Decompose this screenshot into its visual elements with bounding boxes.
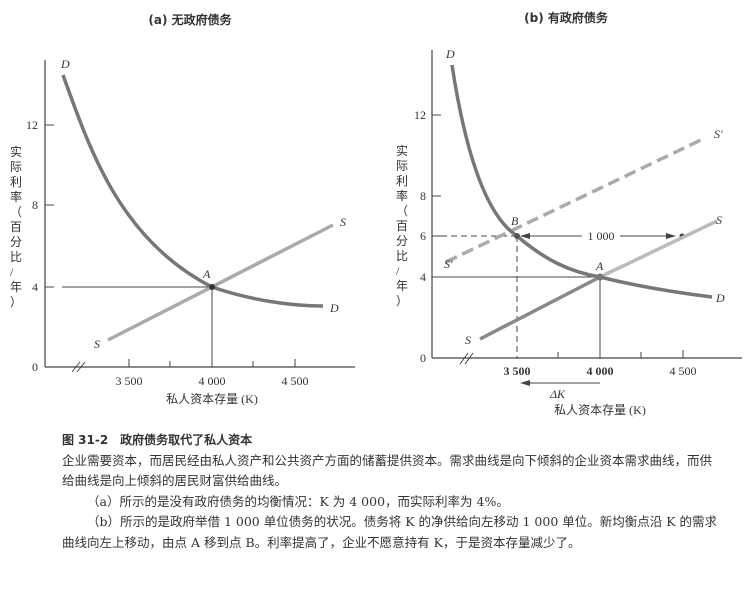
supply-curve-s <box>107 223 334 342</box>
x-tick-4500: 4 500 <box>282 374 309 388</box>
svg-text:年: 年 <box>396 279 408 293</box>
svg-text:际: 际 <box>396 159 408 173</box>
y-tick-4: 4 <box>420 270 426 284</box>
label-d-end: D <box>329 301 339 315</box>
panel-b-chart: (b) 有政府债务 12 8 6 4 0 3 500 4 000 4 500 Δ… <box>396 10 742 417</box>
svg-text:分: 分 <box>10 235 22 249</box>
y-tick-0: 0 <box>32 360 38 374</box>
svg-text:利: 利 <box>396 174 408 188</box>
panel-a-title: (a) 无政府债务 <box>148 12 232 27</box>
y-tick-4: 4 <box>32 280 38 294</box>
y-tick-6: 6 <box>420 229 426 243</box>
y-axis-label: 实 际 利 率 （ 百 分 比 / 年 ） <box>10 144 22 309</box>
label-point-a: A <box>595 259 604 273</box>
x-axis-label: 私人资本存量 (K) <box>166 392 258 406</box>
svg-text:比: 比 <box>10 250 22 264</box>
svg-text:率: 率 <box>396 188 408 203</box>
caption-para-3: （b）所示的是政府举借 1 000 单位债务的状况。债务将 K 的净供给向左移动… <box>62 514 718 550</box>
label-s-prime-end: S' <box>714 127 723 141</box>
y-tick-12: 12 <box>26 118 38 132</box>
svg-text:百: 百 <box>396 219 408 233</box>
y-axis-label: 实 际 利 率 （ 百 分 比 / 年 ） <box>396 143 408 308</box>
svg-text:）: ） <box>10 295 22 309</box>
svg-text:分: 分 <box>396 234 408 248</box>
panel-b-title: (b) 有政府债务 <box>524 10 609 25</box>
shift-1000-label: 1 000 <box>588 229 615 243</box>
y-tick-0: 0 <box>420 351 426 365</box>
svg-text:百: 百 <box>10 220 22 234</box>
figure-caption: 图 31-2 政府债务取代了私人资本 企业需要资本，而居民经由私人资产和公共资产… <box>62 430 722 553</box>
supply-curve-s-prime <box>445 136 706 264</box>
svg-text:/: / <box>396 264 400 278</box>
x-tick-4000: 4 000 <box>587 364 614 378</box>
svg-text:率: 率 <box>10 189 22 204</box>
y-tick-8: 8 <box>420 189 426 203</box>
x-tick-3500: 3 500 <box>504 364 531 378</box>
y-tick-8: 8 <box>32 198 38 212</box>
caption-para-2: （a）所示的是没有政府债务的均衡情况：K 为 4 000，而实际利率为 4%。 <box>87 493 509 509</box>
label-d-top: D <box>445 47 455 61</box>
svg-text:实: 实 <box>10 144 22 159</box>
label-point-b: B <box>511 214 519 228</box>
caption-para-1: 企业需要资本，而居民经由私人资产和公共资产方面的储蓄提供资本。需求曲线是向下倾斜… <box>62 452 713 489</box>
label-s-end: S <box>716 213 722 227</box>
x-tick-3500: 3 500 <box>116 374 143 388</box>
delta-k-label: ΔK <box>549 387 566 401</box>
svg-text:年: 年 <box>10 280 22 294</box>
figure-title: 政府债务取代了私人资本 <box>120 433 253 447</box>
x-tick-4500: 4 500 <box>670 364 697 378</box>
panel-a-chart: (a) 无政府债务 12 8 4 0 3 500 4 000 4 500 私人资… <box>10 12 355 406</box>
label-d-top: D <box>60 57 70 71</box>
svg-text:利: 利 <box>10 175 22 189</box>
svg-text:际: 际 <box>10 160 22 174</box>
svg-text:（: （ <box>10 205 22 219</box>
svg-text:比: 比 <box>396 249 408 263</box>
label-s-start: S <box>465 333 471 347</box>
label-s-end: S <box>340 215 346 229</box>
label-d-end: D <box>715 291 725 305</box>
label-point-a: A <box>202 267 211 281</box>
demand-curve-d <box>450 64 713 299</box>
label-s-start: S <box>94 337 100 351</box>
svg-text:（: （ <box>396 204 408 218</box>
svg-text:/: / <box>10 265 14 279</box>
y-tick-12: 12 <box>414 108 426 122</box>
x-tick-4000: 4 000 <box>199 374 226 388</box>
label-s-prime-start: S' <box>444 257 453 271</box>
supply-curve-s <box>479 275 601 341</box>
svg-text:）: ） <box>396 294 408 308</box>
demand-curve-d <box>61 74 324 308</box>
figure-number: 图 31-2 <box>62 433 109 447</box>
x-axis-label: 私人资本存量 (K) <box>554 403 646 417</box>
svg-text:实: 实 <box>396 143 408 158</box>
